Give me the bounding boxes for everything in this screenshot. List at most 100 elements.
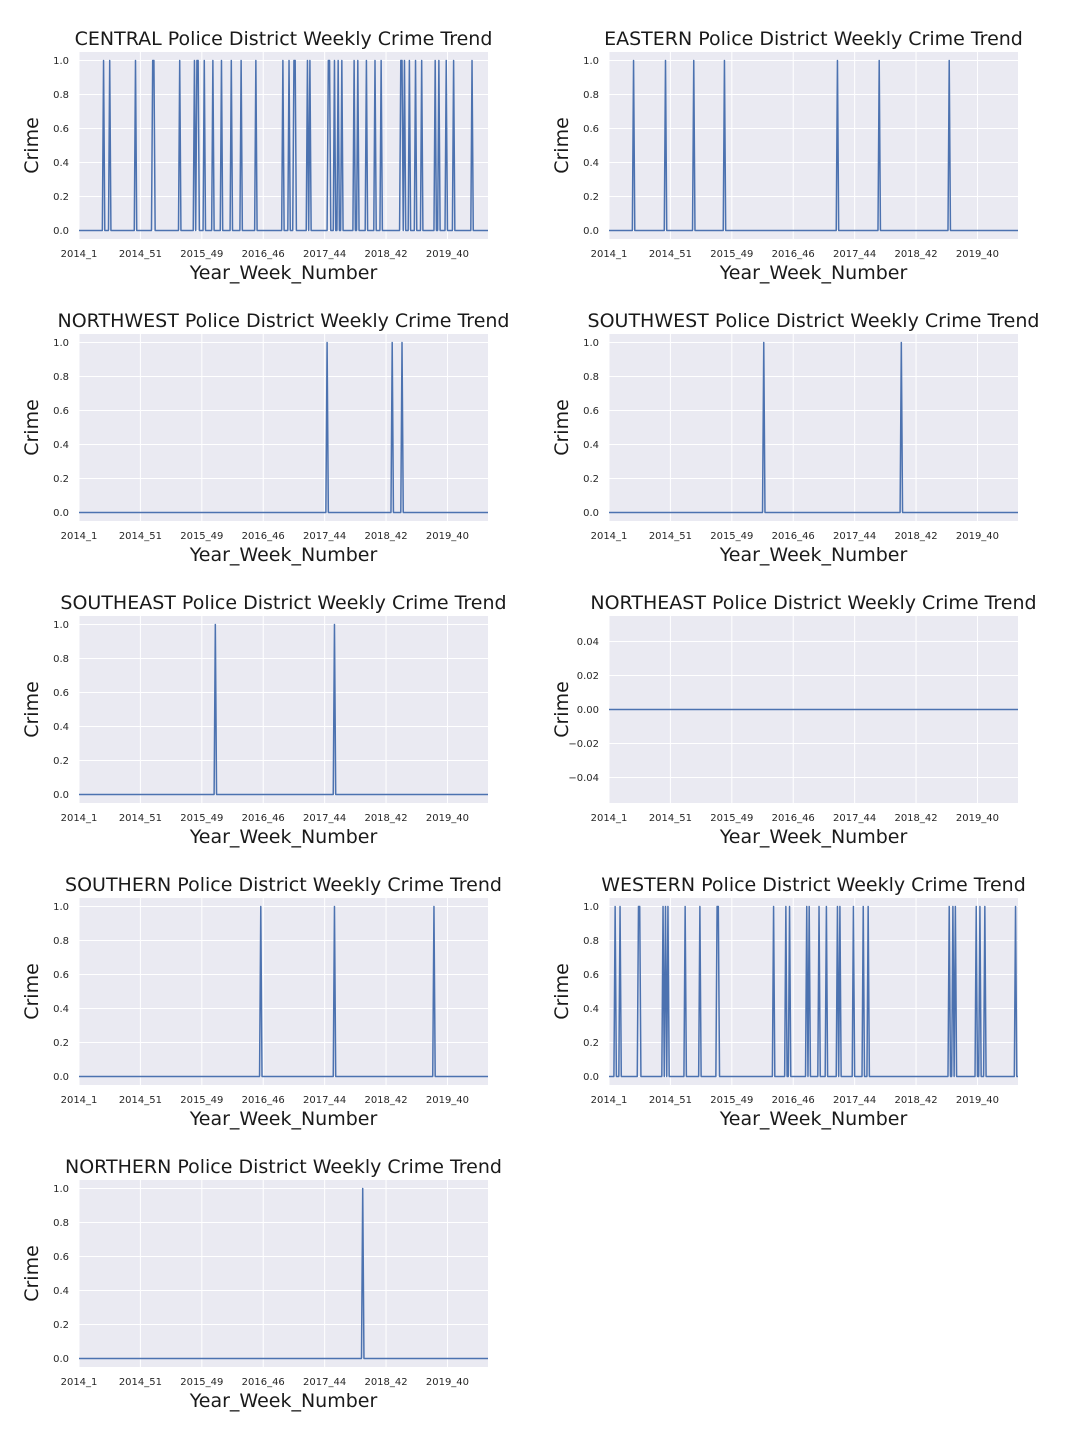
y-tick-label: 0.4 bbox=[583, 158, 599, 169]
x-tick-label: 2014_1 bbox=[591, 1095, 628, 1106]
y-tick-label: 0.6 bbox=[53, 1252, 69, 1263]
x-axis-label: Year_Week_Number bbox=[719, 262, 908, 284]
x-tick-label: 2019_40 bbox=[426, 531, 469, 542]
x-axis-label: Year_Week_Number bbox=[719, 826, 908, 848]
chart-panel-2: NORTHWEST Police District Weekly Crime T… bbox=[21, 310, 510, 566]
y-tick-label: 0.4 bbox=[53, 440, 69, 451]
x-tick-label: 2015_49 bbox=[710, 1095, 753, 1106]
series-line bbox=[609, 341, 1018, 514]
x-tick-label: 2014_51 bbox=[649, 813, 692, 824]
y-tick-label: 0.6 bbox=[53, 970, 69, 981]
y-tick-label: −0.02 bbox=[568, 739, 599, 750]
y-axis-label: Crime bbox=[551, 963, 573, 1020]
x-axis-label: Year_Week_Number bbox=[189, 1108, 378, 1130]
y-axis-label: Crime bbox=[21, 1245, 43, 1302]
y-tick-label: 0.4 bbox=[53, 158, 69, 169]
chart-title: NORTHEAST Police District Weekly Crime T… bbox=[590, 592, 1036, 614]
y-tick-label: 0.6 bbox=[583, 970, 599, 981]
x-tick-label: 2017_44 bbox=[833, 531, 876, 542]
y-tick-label: 0.0 bbox=[53, 1354, 69, 1365]
y-axis-label: Crime bbox=[21, 117, 43, 174]
y-tick-label: 0.8 bbox=[53, 654, 69, 665]
x-tick-label: 2017_44 bbox=[303, 813, 346, 824]
x-tick-label: 2018_42 bbox=[364, 249, 407, 260]
y-tick-label: 0.6 bbox=[53, 406, 69, 417]
chart-panel-0: CENTRAL Police District Weekly Crime Tre… bbox=[21, 28, 492, 284]
y-tick-label: 0.0 bbox=[583, 1072, 599, 1083]
x-tick-label: 2016_46 bbox=[242, 249, 285, 260]
x-tick-label: 2019_40 bbox=[426, 1095, 469, 1106]
plot-area bbox=[79, 616, 488, 803]
x-tick-label: 2015_49 bbox=[180, 1377, 223, 1388]
y-axis-label: Crime bbox=[21, 399, 43, 456]
x-tick-label: 2017_44 bbox=[833, 813, 876, 824]
chart-panel-4: SOUTHEAST Police District Weekly Crime T… bbox=[21, 592, 507, 848]
y-tick-label: 0.0 bbox=[53, 508, 69, 519]
y-tick-label: 1.0 bbox=[53, 1184, 69, 1195]
y-tick-label: 0.4 bbox=[53, 722, 69, 733]
y-tick-label: 0.0 bbox=[53, 1072, 69, 1083]
x-tick-label: 2014_51 bbox=[119, 1095, 162, 1106]
y-tick-label: 0.4 bbox=[583, 440, 599, 451]
y-tick-label: 0.8 bbox=[583, 372, 599, 383]
series-line bbox=[79, 905, 488, 1078]
y-tick-label: 0.4 bbox=[53, 1004, 69, 1015]
y-tick-label: 0.4 bbox=[53, 1286, 69, 1297]
y-tick-label: 0.8 bbox=[53, 372, 69, 383]
y-tick-label: 1.0 bbox=[583, 338, 599, 349]
x-tick-label: 2016_46 bbox=[772, 813, 815, 824]
x-tick-label: 2018_42 bbox=[894, 531, 937, 542]
chart-title: SOUTHERN Police District Weekly Crime Tr… bbox=[65, 874, 502, 896]
x-tick-label: 2014_1 bbox=[591, 249, 628, 260]
y-tick-label: 0.6 bbox=[53, 124, 69, 135]
x-axis-label: Year_Week_Number bbox=[189, 544, 378, 566]
y-tick-label: 0.2 bbox=[53, 1320, 69, 1331]
x-tick-label: 2017_44 bbox=[303, 531, 346, 542]
x-tick-label: 2016_46 bbox=[772, 531, 815, 542]
chart-title: CENTRAL Police District Weekly Crime Tre… bbox=[75, 28, 493, 50]
y-tick-label: 0.2 bbox=[53, 1038, 69, 1049]
x-tick-label: 2017_44 bbox=[303, 1095, 346, 1106]
series-line bbox=[79, 623, 488, 796]
plot-area bbox=[79, 1180, 488, 1367]
x-tick-label: 2014_1 bbox=[591, 531, 628, 542]
y-tick-label: 0.2 bbox=[53, 192, 69, 203]
series-line bbox=[609, 59, 1018, 232]
y-tick-label: 1.0 bbox=[53, 620, 69, 631]
x-tick-label: 2017_44 bbox=[833, 249, 876, 260]
x-tick-label: 2015_49 bbox=[180, 249, 223, 260]
x-tick-label: 2018_42 bbox=[894, 1095, 937, 1106]
x-tick-label: 2014_51 bbox=[119, 249, 162, 260]
y-tick-label: −0.04 bbox=[568, 773, 599, 784]
y-tick-label: 0.2 bbox=[583, 474, 599, 485]
chart-panel-7: WESTERN Police District Weekly Crime Tre… bbox=[551, 874, 1026, 1130]
y-tick-label: 0.8 bbox=[583, 90, 599, 101]
x-tick-label: 2015_49 bbox=[180, 1095, 223, 1106]
x-tick-label: 2018_42 bbox=[364, 1095, 407, 1106]
x-tick-label: 2019_40 bbox=[426, 1377, 469, 1388]
x-tick-label: 2014_1 bbox=[61, 531, 98, 542]
y-axis-label: Crime bbox=[21, 963, 43, 1020]
x-tick-label: 2015_49 bbox=[710, 249, 753, 260]
chart-title: NORTHWEST Police District Weekly Crime T… bbox=[57, 310, 509, 332]
chart-title: NORTHERN Police District Weekly Crime Tr… bbox=[65, 1156, 502, 1178]
chart-panel-1: EASTERN Police District Weekly Crime Tre… bbox=[551, 28, 1023, 284]
y-tick-label: 1.0 bbox=[53, 902, 69, 913]
x-tick-label: 2016_46 bbox=[772, 249, 815, 260]
x-tick-label: 2014_1 bbox=[591, 813, 628, 824]
chart-panel-3: SOUTHWEST Police District Weekly Crime T… bbox=[551, 310, 1039, 566]
x-tick-label: 2014_51 bbox=[119, 813, 162, 824]
x-tick-label: 2016_46 bbox=[772, 1095, 815, 1106]
y-tick-label: 0.0 bbox=[53, 790, 69, 801]
x-tick-label: 2014_1 bbox=[61, 1377, 98, 1388]
chart-title: WESTERN Police District Weekly Crime Tre… bbox=[601, 874, 1026, 896]
y-tick-label: 0.8 bbox=[53, 1218, 69, 1229]
y-tick-label: 0.04 bbox=[577, 637, 599, 648]
chart-panel-5: NORTHEAST Police District Weekly Crime T… bbox=[551, 592, 1037, 848]
x-tick-label: 2014_1 bbox=[61, 813, 98, 824]
plot-area bbox=[609, 334, 1018, 521]
y-axis-label: Crime bbox=[551, 399, 573, 456]
x-tick-label: 2018_42 bbox=[894, 813, 937, 824]
x-tick-label: 2019_40 bbox=[426, 249, 469, 260]
x-tick-label: 2017_44 bbox=[303, 1377, 346, 1388]
